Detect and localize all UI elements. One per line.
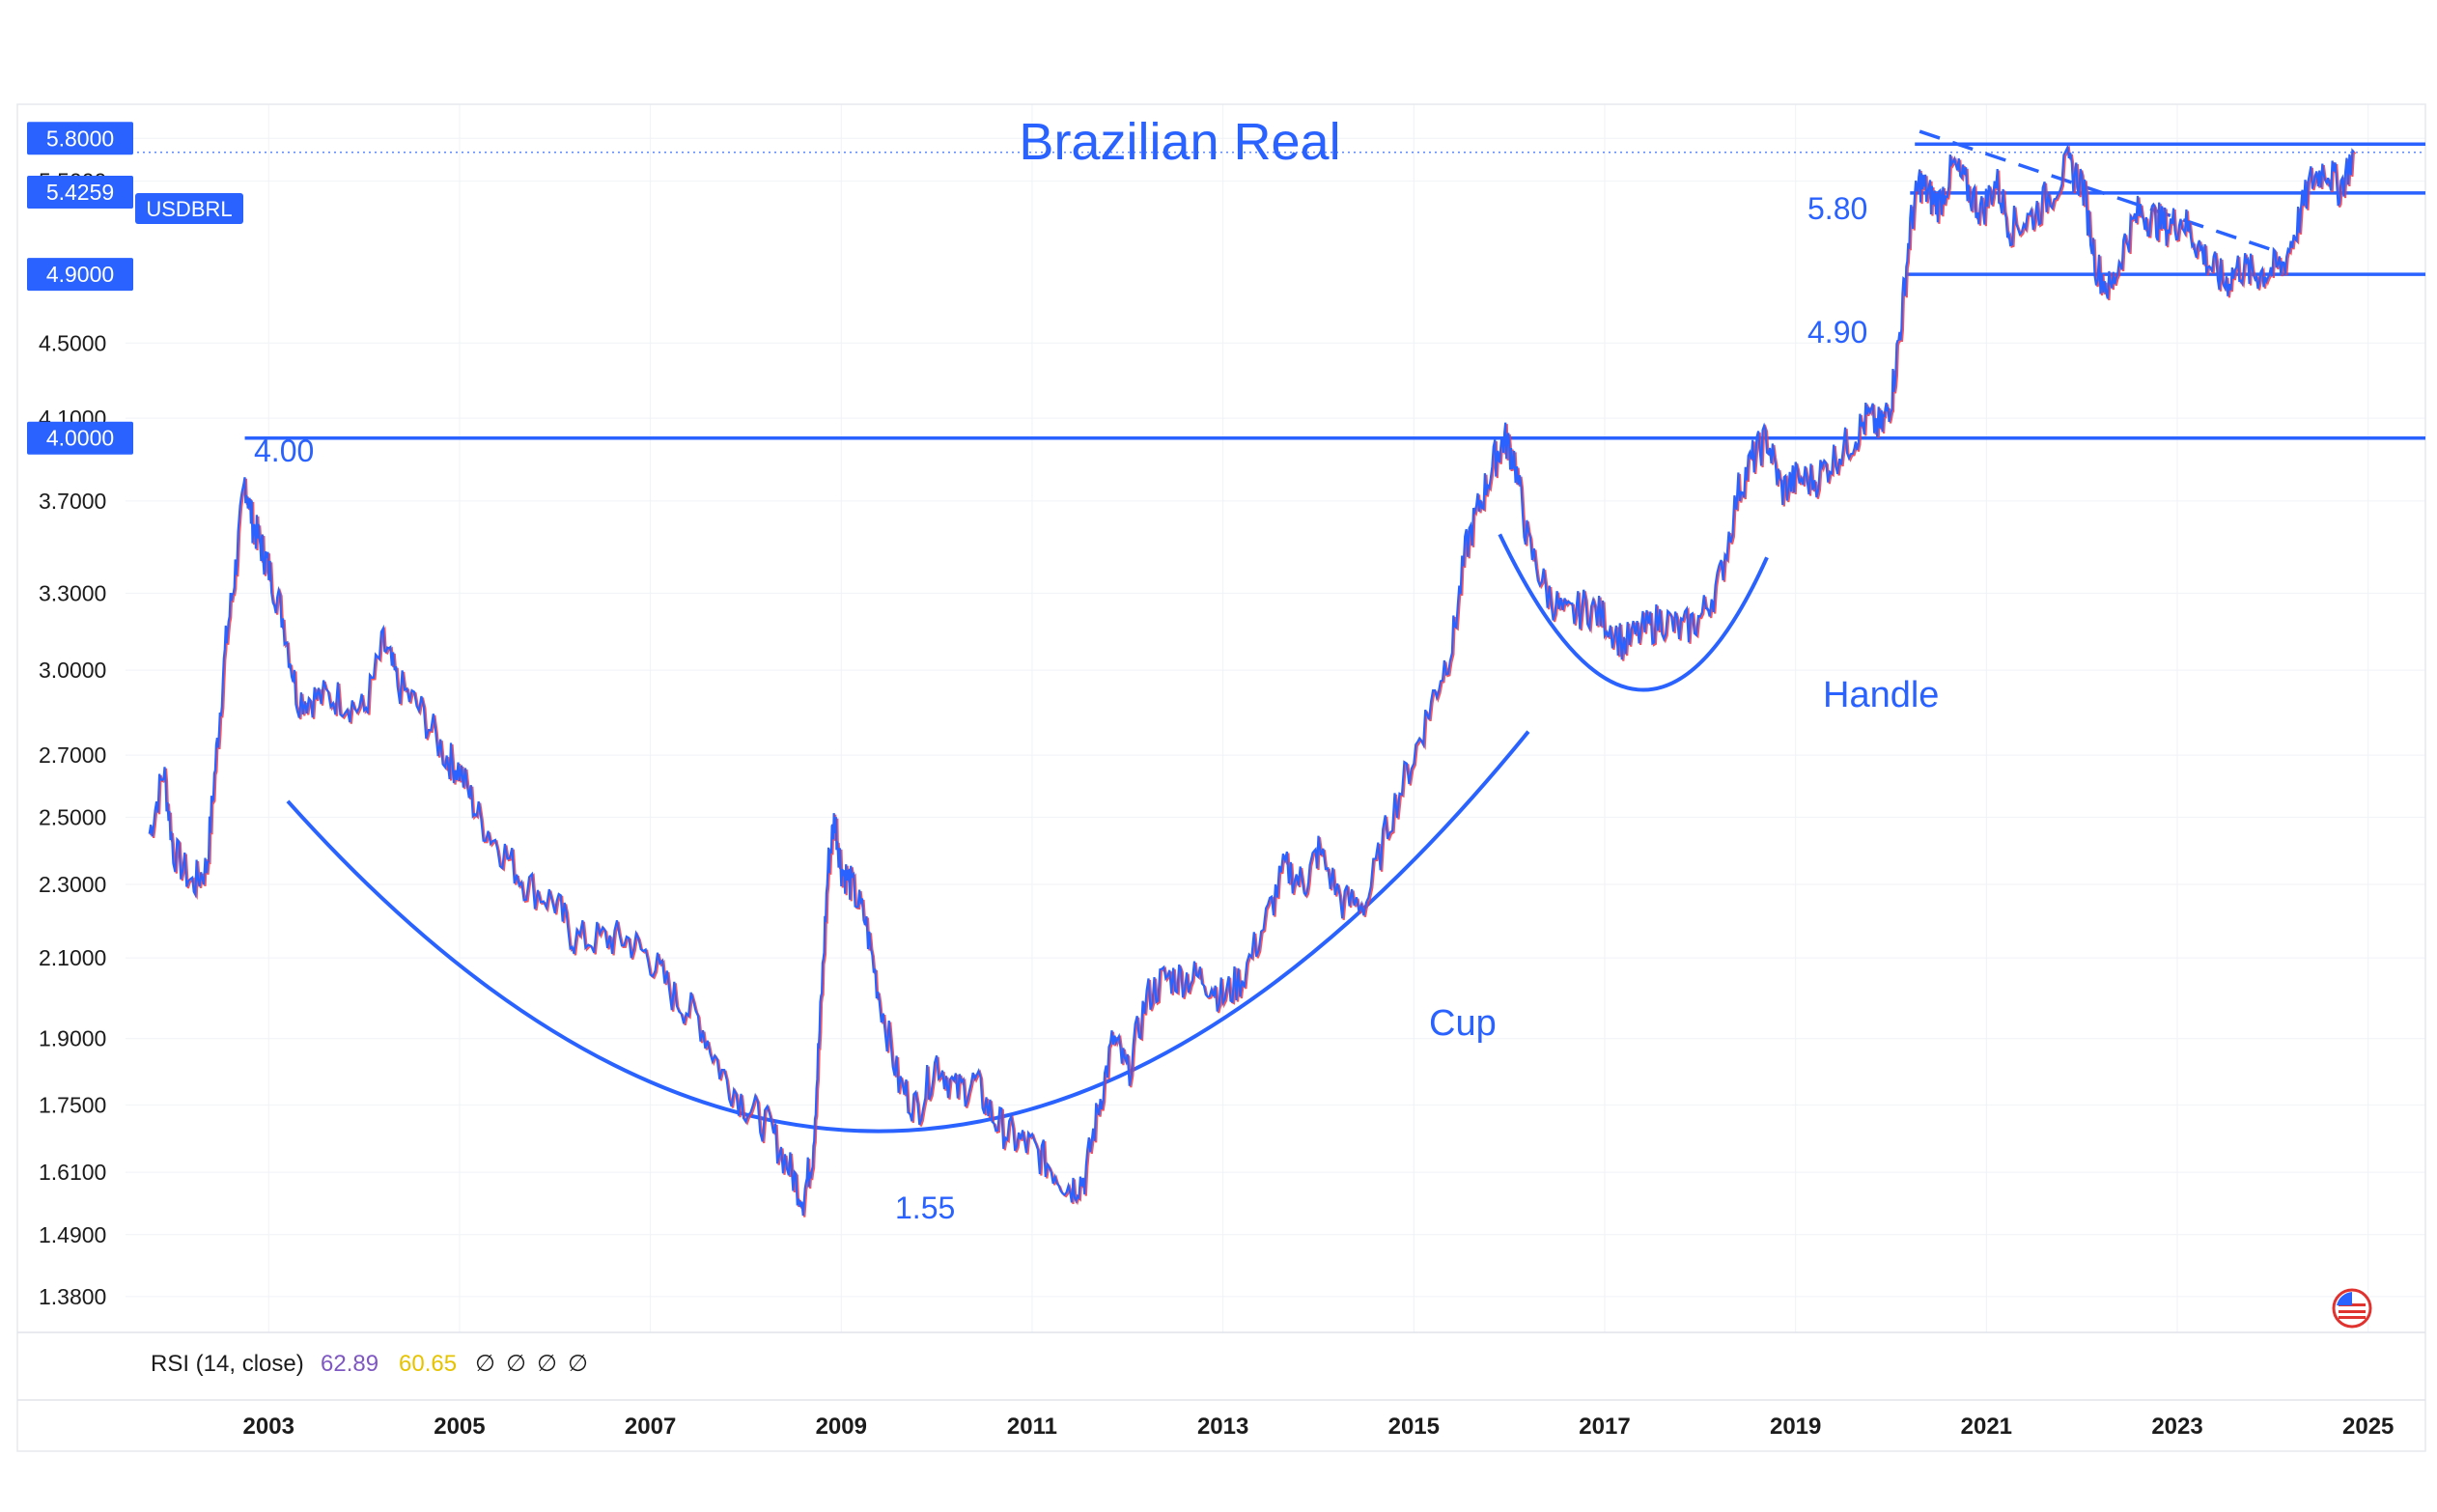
cup-arc (286, 730, 1530, 1134)
price-line-shadow (150, 145, 2357, 1218)
rsi-null-2: ∅ (506, 1351, 526, 1377)
y-tick-label: 4.5000 (39, 330, 106, 355)
rsi-value-1: 62.89 (321, 1351, 378, 1377)
x-tick-label: 2003 (243, 1414, 294, 1440)
symbol-label: USDBRL (146, 197, 232, 221)
x-tick-label: 2013 (1197, 1414, 1248, 1440)
y-tick-label: 2.3000 (39, 872, 106, 897)
handle-arc (1498, 533, 1769, 692)
y-tick-label: 1.7500 (39, 1092, 106, 1117)
price-tag-box (27, 421, 133, 455)
annotation-cup: Cup (1429, 1003, 1497, 1044)
x-tick-label: 2025 (2342, 1414, 2394, 1440)
x-tick-label: 2015 (1388, 1414, 1440, 1440)
rsi-null-3: ∅ (537, 1351, 557, 1377)
annotation-level-490: 4.90 (1807, 315, 1867, 350)
trend-line-dashed (1919, 129, 2274, 252)
annotation-handle: Handle (1823, 675, 1939, 715)
price-tag-box (27, 258, 133, 292)
x-tick-label: 2011 (1007, 1414, 1057, 1440)
x-tick-label: 2007 (625, 1414, 676, 1440)
pattern-drawings (286, 129, 2274, 1134)
y-tick-label: 2.1000 (39, 945, 106, 970)
price-tags[interactable]: 5.8000 5.4259 4.9000 4.0000 (27, 122, 133, 455)
x-tick-label: 2021 (1961, 1414, 2012, 1440)
y-tick-label: 1.6100 (39, 1160, 106, 1185)
x-tick-label: 2019 (1770, 1414, 1821, 1440)
y-tick-label: 1.9000 (39, 1026, 106, 1051)
symbol-tag[interactable]: USDBRL (135, 193, 243, 224)
y-tick-label: 3.7000 (39, 489, 106, 514)
x-tick-label: 2005 (434, 1414, 485, 1440)
price-tag-label: 5.4259 (46, 180, 114, 205)
y-tick-label: 1.3800 (39, 1284, 106, 1309)
price-series (148, 143, 2357, 1218)
price-tag-label: 4.9000 (46, 262, 114, 287)
plot-frame (16, 103, 2426, 1452)
rsi-value-2: 60.65 (399, 1351, 457, 1377)
x-tick-label: 2017 (1579, 1414, 1630, 1440)
rsi-legend[interactable]: RSI (14, close) 62.89 60.65 ∅ ∅ ∅ ∅ (151, 1351, 588, 1377)
annotation-level-400: 4.00 (254, 434, 314, 468)
x-tick-label: 2023 (2151, 1414, 2202, 1440)
price-tag[interactable]: 4.0000 (27, 421, 133, 455)
rsi-null-1: ∅ (475, 1351, 495, 1377)
us-flag-icon[interactable] (2332, 1288, 2372, 1329)
chart-border (16, 103, 2426, 1452)
y-tick-label: 2.7000 (39, 742, 106, 768)
rsi-label: RSI (14, close) (151, 1351, 304, 1377)
price-tag[interactable]: 4.9000 (27, 258, 133, 292)
y-tick-label: 2.5000 (39, 804, 106, 829)
price-tag-label: 4.0000 (46, 426, 114, 451)
y-tick-label: 3.0000 (39, 658, 106, 683)
x-tick-label: 2009 (816, 1414, 867, 1440)
price-tag-label: 5.8000 (46, 126, 114, 151)
price-line (148, 143, 2355, 1217)
chart-title: Brazilian Real (1019, 113, 1340, 171)
price-tag-box (27, 175, 133, 209)
annotation-level-580: 5.80 (1807, 191, 1867, 226)
price-tag[interactable]: 5.4259 (27, 175, 133, 209)
price-tag-box (27, 122, 133, 155)
y-tick-label: 3.3000 (39, 580, 106, 605)
annotation-low: 1.55 (895, 1190, 955, 1225)
y-tick-label: 1.4900 (39, 1222, 106, 1247)
rsi-null-4: ∅ (568, 1351, 588, 1377)
price-tag[interactable]: 5.8000 (27, 122, 133, 155)
axes: 5.80005.50004.50004.10003.70003.30003.00… (39, 126, 2394, 1440)
grid (126, 104, 2425, 1332)
